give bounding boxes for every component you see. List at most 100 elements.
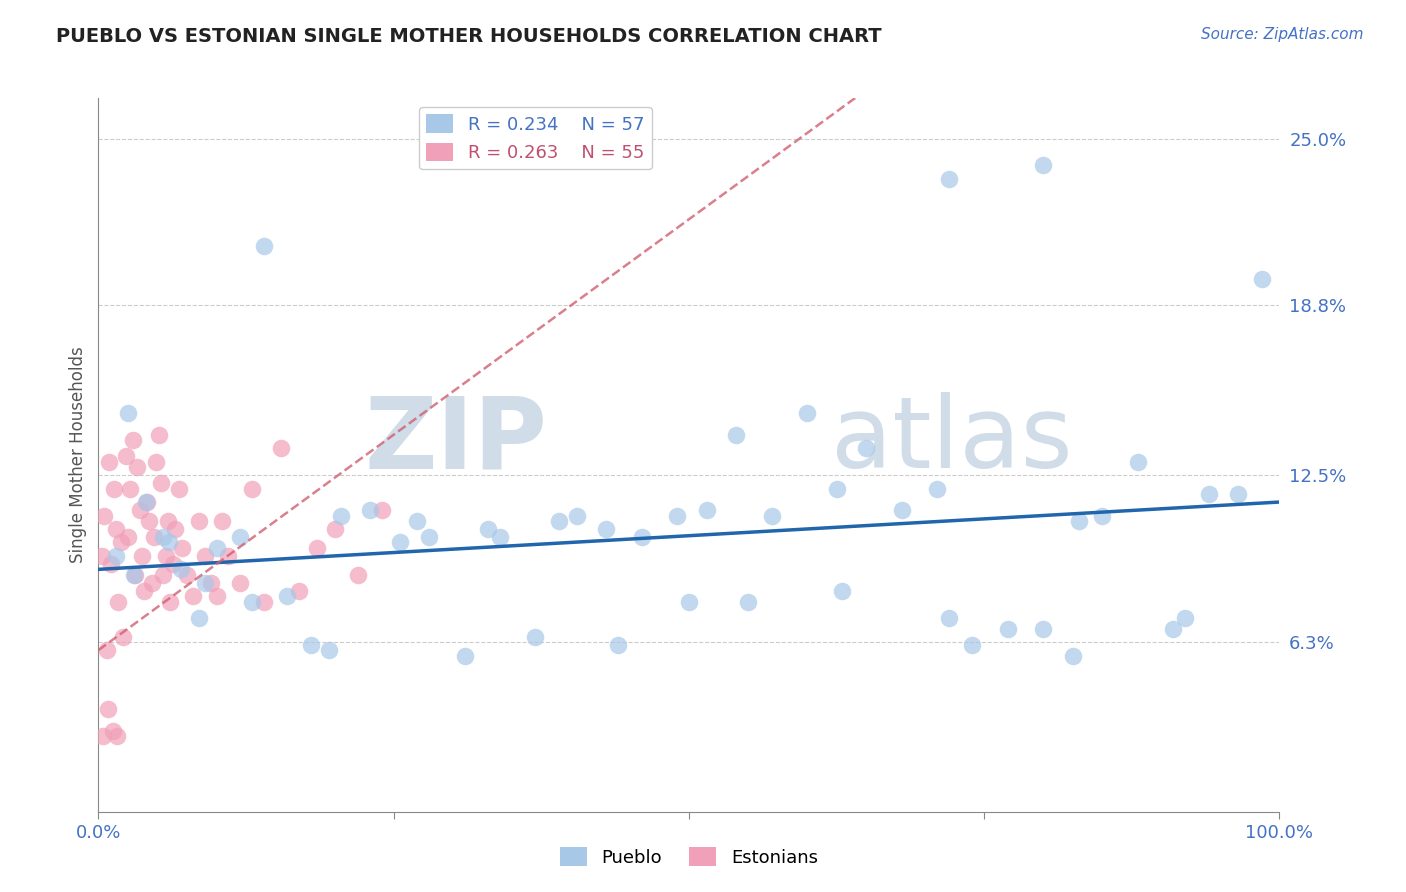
Point: [162, 557, 184, 571]
Point: [1250, 271, 1272, 285]
Point: [1091, 508, 1114, 523]
Point: [134, 583, 156, 598]
Point: [1174, 611, 1197, 625]
Point: [666, 508, 689, 523]
Point: [159, 595, 181, 609]
Point: [548, 514, 571, 528]
Point: [725, 427, 748, 442]
Point: [607, 638, 630, 652]
Point: [565, 508, 588, 523]
Text: ZIP: ZIP: [364, 392, 547, 489]
Point: [211, 514, 233, 528]
Point: [796, 406, 818, 420]
Point: [890, 503, 912, 517]
Point: [105, 729, 128, 743]
Text: Source: ZipAtlas.com: Source: ZipAtlas.com: [1201, 27, 1364, 42]
Point: [167, 482, 190, 496]
Point: [524, 630, 547, 644]
Point: [276, 589, 298, 603]
Point: [200, 575, 222, 590]
Point: [305, 541, 328, 555]
Point: [761, 508, 783, 523]
Point: [96, 643, 118, 657]
Point: [100, 557, 122, 571]
Legend: Pueblo, Estonians: Pueblo, Estonians: [553, 840, 825, 874]
Point: [187, 514, 209, 528]
Point: [122, 567, 145, 582]
Point: [253, 595, 276, 609]
Y-axis label: Single Mother Households: Single Mother Households: [69, 347, 87, 563]
Point: [630, 530, 652, 544]
Point: [925, 482, 948, 496]
Point: [1062, 648, 1084, 663]
Point: [155, 549, 177, 563]
Point: [938, 611, 960, 625]
Point: [120, 482, 142, 496]
Point: [150, 476, 173, 491]
Point: [107, 595, 129, 609]
Point: [152, 567, 174, 582]
Point: [121, 433, 143, 447]
Point: [145, 455, 167, 469]
Point: [103, 482, 125, 496]
Point: [737, 595, 759, 609]
Point: [229, 530, 252, 544]
Point: [112, 630, 135, 644]
Point: [831, 583, 853, 598]
Point: [114, 450, 136, 464]
Point: [148, 427, 170, 442]
Point: [229, 575, 252, 590]
Point: [323, 522, 346, 536]
Point: [152, 530, 174, 544]
Point: [128, 503, 150, 517]
Point: [1067, 514, 1090, 528]
Point: [105, 549, 128, 563]
Point: [91, 549, 114, 563]
Point: [176, 567, 198, 582]
Point: [110, 535, 132, 549]
Point: [371, 503, 394, 517]
Point: [1161, 622, 1184, 636]
Point: [696, 503, 718, 517]
Point: [157, 535, 180, 549]
Point: [117, 406, 139, 420]
Text: atlas: atlas: [831, 392, 1073, 489]
Point: [172, 541, 194, 555]
Point: [1032, 158, 1054, 172]
Point: [124, 567, 146, 582]
Point: [98, 455, 121, 469]
Point: [165, 522, 187, 536]
Point: [318, 643, 340, 657]
Point: [1126, 455, 1149, 469]
Point: [127, 460, 149, 475]
Point: [299, 638, 322, 652]
Point: [135, 495, 157, 509]
Point: [359, 503, 381, 517]
Point: [453, 648, 475, 663]
Point: [1227, 487, 1250, 501]
Point: [288, 583, 311, 598]
Point: [205, 541, 228, 555]
Point: [489, 530, 512, 544]
Point: [101, 723, 124, 738]
Point: [938, 172, 960, 186]
Point: [388, 535, 411, 549]
Point: [141, 575, 163, 590]
Point: [347, 567, 370, 582]
Point: [93, 508, 115, 523]
Point: [240, 482, 263, 496]
Point: [217, 549, 239, 563]
Point: [1032, 622, 1054, 636]
Text: PUEBLO VS ESTONIAN SINGLE MOTHER HOUSEHOLDS CORRELATION CHART: PUEBLO VS ESTONIAN SINGLE MOTHER HOUSEHO…: [56, 27, 882, 45]
Point: [855, 441, 877, 455]
Point: [194, 575, 217, 590]
Point: [91, 729, 114, 743]
Point: [170, 562, 193, 576]
Point: [181, 589, 204, 603]
Point: [1198, 487, 1220, 501]
Point: [131, 549, 153, 563]
Point: [678, 595, 700, 609]
Point: [825, 482, 848, 496]
Point: [595, 522, 617, 536]
Point: [406, 514, 429, 528]
